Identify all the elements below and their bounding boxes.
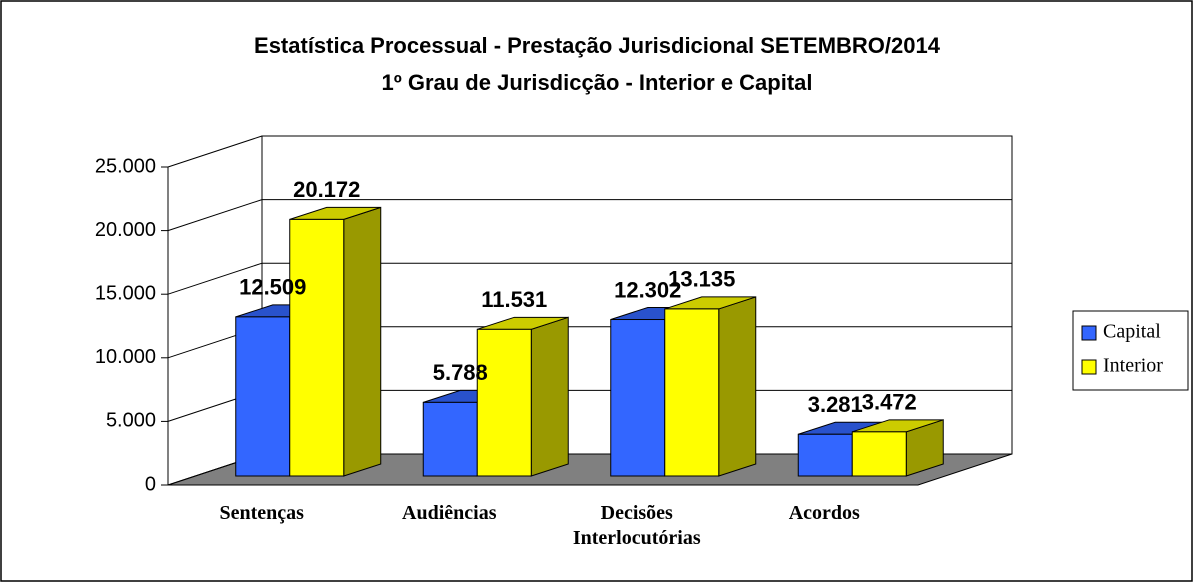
data-label: 13.135 [668,267,735,292]
bar [851,419,944,477]
bar-side [718,296,757,477]
bar [289,206,382,477]
y-tick-label: 20.000 [95,219,156,241]
legend-swatch [1081,325,1097,341]
chart-title: Estatística Processual - Prestação Juris… [254,33,941,58]
data-label: 12.509 [239,275,306,300]
data-label: 5.788 [433,360,488,385]
y-tick-label: 10.000 [95,346,156,368]
legend-box [1072,310,1189,391]
legend-label: Interior [1103,355,1163,377]
y-tick-label: 5.000 [106,410,156,432]
x-tick-label: Audiências [402,502,497,524]
data-label: 3.472 [862,390,917,415]
bar-front [289,218,345,477]
grid-line-side [167,262,263,295]
bar-front [422,401,478,477]
data-label: 12.302 [614,277,681,302]
legend-label: Capital [1103,321,1161,343]
bar-front [235,316,291,477]
data-label: 3.281 [808,392,863,417]
bar-front [797,433,853,477]
y-tick-label: 25.000 [95,155,156,177]
bar [664,296,757,477]
grid-line-side [167,199,263,232]
bar-front [664,308,720,477]
bar-front [610,319,666,477]
bar-front [476,328,532,477]
x-tick-label: Sentenças [219,502,304,524]
bar-front [851,431,907,477]
bar-side [343,206,382,477]
y-tick-label: 0 [145,473,156,495]
chart-subtitle: 1º Grau de Jurisdicção - Interior e Capi… [381,70,812,95]
data-label: 20.172 [293,177,360,202]
grid-line-side [167,135,263,168]
y-tick-label: 15.000 [95,282,156,304]
x-tick-label: Acordos [788,502,860,524]
legend-swatch [1081,359,1097,375]
x-tick-label: Decisões Interlocutórias [572,502,701,549]
bar [476,316,569,477]
data-label: 11.531 [481,287,547,312]
bar-side [530,316,569,477]
